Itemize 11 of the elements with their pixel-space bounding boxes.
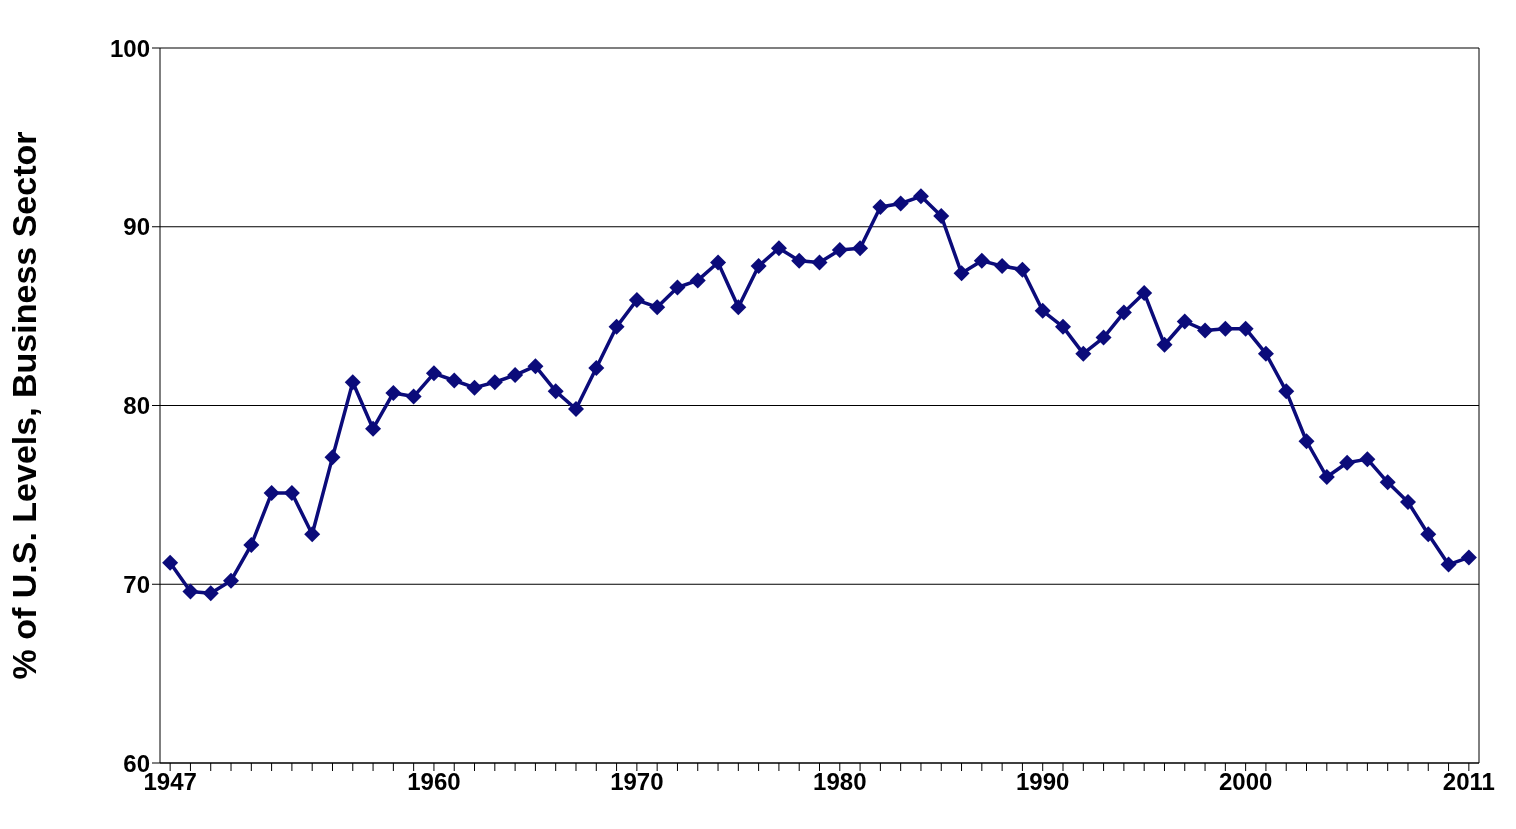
y-axis-title: % of U.S. Levels, Business Sector [5,131,44,680]
x-tick-label: 2000 [1218,768,1273,796]
x-tick-label: 1990 [1016,768,1070,796]
x-tick-label: 1980 [813,768,867,796]
y-tick-label: 100 [109,34,150,62]
y-tick-label: 70 [123,570,150,598]
y-tick-label: 80 [123,392,150,420]
y-tick-label: 90 [123,213,150,241]
x-tick-label: 1960 [407,768,461,796]
x-tick-label: 1970 [610,768,664,796]
x-tick-label: 2011 [1442,768,1495,796]
